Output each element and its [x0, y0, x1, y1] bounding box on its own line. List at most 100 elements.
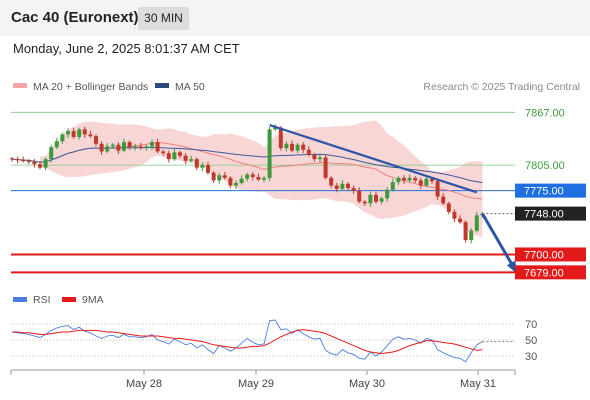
candle [469, 228, 474, 244]
candle-body [38, 164, 42, 168]
candle [133, 143, 138, 151]
candle [458, 215, 462, 224]
candle [446, 201, 451, 215]
candle [418, 177, 423, 189]
candle-body [351, 188, 356, 191]
candle-body [346, 183, 350, 189]
candle-body [452, 211, 457, 219]
candle [463, 220, 468, 243]
x-tick-label: May 31 [460, 378, 496, 390]
candle [306, 146, 311, 157]
candle-body [413, 177, 418, 181]
level-7775-00-label: 7775.00 [524, 186, 564, 198]
candle [54, 137, 59, 149]
candle [138, 142, 143, 150]
candle-body [133, 146, 138, 148]
candle [245, 172, 250, 182]
candle-body [474, 215, 479, 231]
datetime-label: Monday, June 2, 2025 8:01:37 AM CET [13, 41, 240, 56]
candle-body [441, 196, 446, 204]
candle-body [301, 144, 306, 150]
candle [346, 182, 350, 191]
candle-body [385, 189, 390, 199]
candle-body [189, 159, 194, 161]
candle-body [424, 178, 429, 186]
candle [200, 162, 205, 172]
candle [234, 180, 238, 189]
candle-body [127, 142, 132, 148]
candle-body [110, 144, 115, 147]
candle-body [178, 152, 182, 156]
resistance-trendline [269, 124, 478, 194]
bollinger-band-area [40, 120, 483, 238]
candle-body [32, 161, 37, 165]
candle-body [295, 144, 300, 151]
candle [351, 185, 356, 195]
candle-body [262, 177, 266, 180]
candle-body [105, 146, 110, 152]
candle-body [21, 159, 26, 162]
candle-body [161, 151, 166, 154]
candle-body [368, 194, 373, 204]
level-7700-00-label: 7700.00 [524, 249, 564, 261]
candle [239, 175, 244, 185]
candle-body [60, 134, 65, 142]
candle-body [273, 127, 278, 130]
forecast-arrow-shaft [481, 212, 518, 273]
candle [340, 180, 345, 191]
candle [189, 155, 194, 163]
candle [15, 156, 20, 164]
candle [71, 127, 76, 139]
candle-body [469, 230, 474, 240]
timeframe-button[interactable]: 30 MIN [138, 7, 189, 30]
candle [222, 171, 227, 180]
candle [368, 192, 373, 207]
candle [88, 131, 93, 138]
candle-body [340, 183, 345, 189]
candle [452, 209, 457, 223]
candle-body [318, 157, 322, 160]
candle-body [306, 149, 311, 155]
ma20-legend-swatch [13, 83, 27, 88]
candle [385, 187, 390, 202]
price-legend: MA 20 + Bollinger Bands MA 50 Research ©… [13, 81, 580, 93]
candle-body [228, 177, 233, 186]
candle-body [94, 136, 98, 144]
candle-body [217, 175, 222, 181]
candle [206, 161, 210, 175]
candle-body [402, 177, 406, 181]
candle-body [222, 175, 227, 178]
candle-body [390, 182, 395, 190]
candle [329, 176, 334, 189]
candle [43, 157, 48, 171]
candle [105, 142, 110, 154]
candle [441, 193, 446, 206]
candle-body [10, 158, 14, 160]
candle [144, 144, 149, 151]
candle [402, 175, 406, 184]
candle-body [166, 153, 171, 160]
candle [32, 159, 37, 168]
candle [323, 154, 328, 180]
candle-body [49, 147, 54, 160]
candle-body [379, 198, 384, 202]
candle [155, 138, 160, 154]
candle-body [256, 177, 261, 180]
level-7748-00-badge [515, 206, 586, 221]
candle-body [211, 172, 216, 181]
candle-body [374, 194, 378, 202]
candle [262, 176, 266, 183]
candle [211, 171, 216, 183]
candle [278, 125, 283, 151]
x-tick-label: May 30 [349, 378, 385, 390]
candle [228, 176, 233, 189]
rsi-ma-legend-swatch [62, 297, 76, 302]
candle [172, 148, 177, 161]
candle-body [71, 131, 76, 138]
rsi-tick-50: 50 [525, 335, 537, 347]
candle [318, 154, 322, 163]
x-tick-label: May 29 [238, 378, 274, 390]
candle [150, 139, 154, 150]
candle [295, 142, 300, 154]
rsi-tick-70: 70 [525, 319, 537, 331]
